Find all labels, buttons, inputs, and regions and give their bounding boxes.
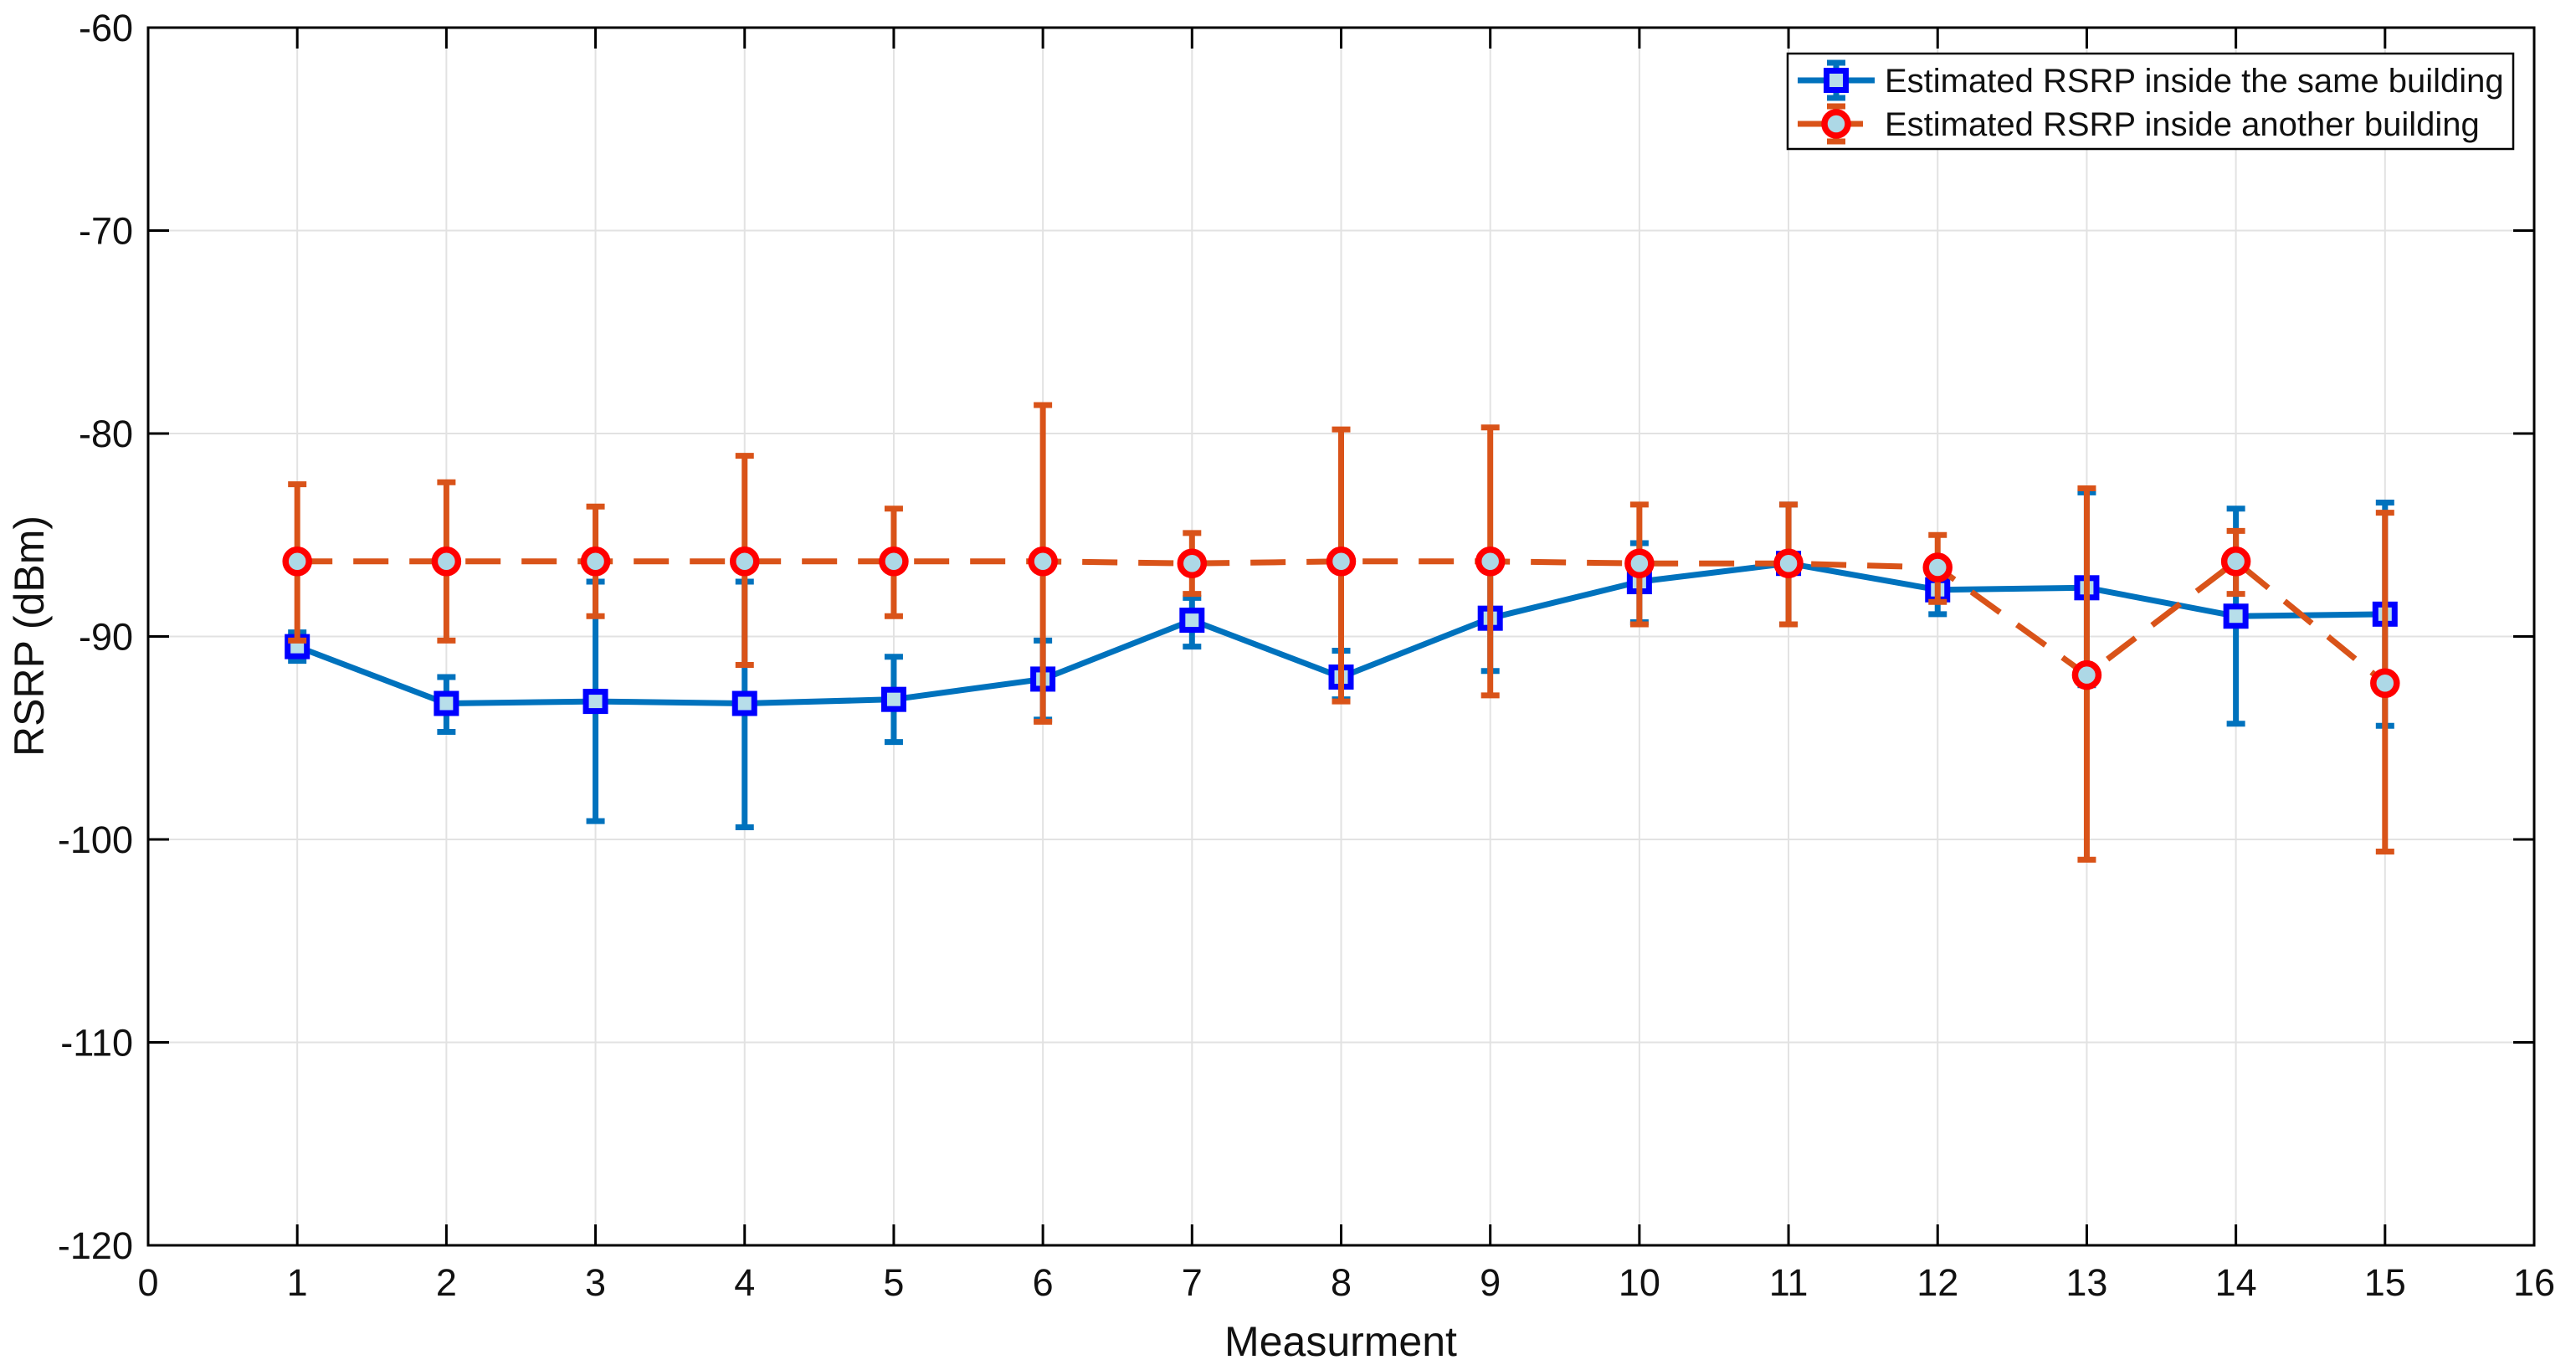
tick-label-x-5: 5 — [883, 1261, 904, 1304]
legend-glyph-0 — [1798, 59, 1875, 101]
tick-label-x-2: 2 — [436, 1261, 457, 1304]
tick-label-x-10: 10 — [1619, 1261, 1660, 1304]
tick-label-x-4: 4 — [734, 1261, 755, 1304]
marker-circle-1-point-6 — [1028, 547, 1058, 577]
tick-label-x-14: 14 — [2215, 1261, 2257, 1304]
marker-circle-1-point-1 — [282, 547, 312, 577]
tick-label-y--100: -100 — [58, 818, 133, 861]
tick-label-x-11: 11 — [1769, 1261, 1809, 1304]
legend-label-another-building: Estimated RSRP inside another building — [1885, 106, 2480, 143]
marker-square-0-point-3 — [582, 689, 608, 715]
marker-circle-1-point-11 — [1773, 548, 1804, 578]
marker-circle-1-point-8 — [1326, 547, 1357, 577]
tick-label-x-1: 1 — [287, 1261, 308, 1304]
legend-marker-circle — [1821, 109, 1851, 139]
tick-label-x-8: 8 — [1331, 1261, 1352, 1304]
tick-label-y--90: -90 — [79, 616, 133, 659]
y-axis-label: RSRP (dBm) — [6, 516, 53, 757]
marker-circle-1-point-2 — [431, 547, 462, 577]
tick-label-x-0: 0 — [137, 1261, 158, 1304]
legend-box — [1786, 52, 2515, 151]
tick-label-y--60: -60 — [79, 7, 133, 49]
marker-square-0-point-5 — [880, 686, 906, 712]
tick-label-y--70: -70 — [79, 210, 133, 253]
marker-circle-1-point-7 — [1177, 548, 1208, 578]
legend-label-same-building: Estimated RSRP inside the same building — [1885, 63, 2504, 100]
tick-label-y--120: -120 — [58, 1224, 133, 1267]
legend: Estimated RSRP inside the same building … — [1786, 52, 2515, 151]
legend-marker-square — [1824, 68, 1849, 93]
tick-label-layer: 0 1 2 3 4 5 6 7 8 9 10 11 12 13 14 15 16-120-110-100-90-… — [58, 7, 2555, 1304]
tick-label-y--110: -110 — [60, 1022, 133, 1065]
marker-circle-1-point-14 — [2220, 547, 2251, 577]
marker-square-0-point-4 — [731, 690, 757, 716]
tick-label-x-3: 3 — [585, 1261, 606, 1304]
marker-circle-1-point-10 — [1624, 548, 1655, 578]
tick-label-x-7: 7 — [1182, 1261, 1203, 1304]
tick-label-x-6: 6 — [1033, 1261, 1054, 1304]
x-axis-label: Measurment — [1224, 1318, 1457, 1365]
marker-square-0-point-7 — [1179, 608, 1205, 634]
tick-label-x-9: 9 — [1480, 1261, 1501, 1304]
marker-square-0-point-14 — [2223, 603, 2249, 629]
legend-glyph-1 — [1798, 103, 1875, 145]
tick-layer — [146, 26, 2536, 1247]
tick-label-x-13: 13 — [2065, 1261, 2107, 1304]
tick-label-x-15: 15 — [2364, 1261, 2406, 1304]
tick-label-x-16: 16 — [2513, 1261, 2555, 1304]
marker-circle-1-point-5 — [879, 547, 909, 577]
series-1 — [282, 402, 2400, 863]
marker-circle-1-point-4 — [730, 547, 760, 577]
marker-square-0-point-2 — [434, 690, 459, 716]
marker-circle-1-point-15 — [2370, 668, 2400, 699]
tick-label-x-12: 12 — [1917, 1261, 1958, 1304]
marker-circle-1-point-13 — [2071, 659, 2102, 690]
tick-label-y--80: -80 — [79, 413, 133, 455]
legend-glyphs — [1798, 59, 1875, 145]
series-layer — [282, 402, 2400, 863]
marker-circle-1-point-12 — [1922, 552, 1953, 582]
marker-circle-1-point-3 — [580, 547, 611, 577]
marker-circle-1-point-9 — [1475, 547, 1506, 577]
